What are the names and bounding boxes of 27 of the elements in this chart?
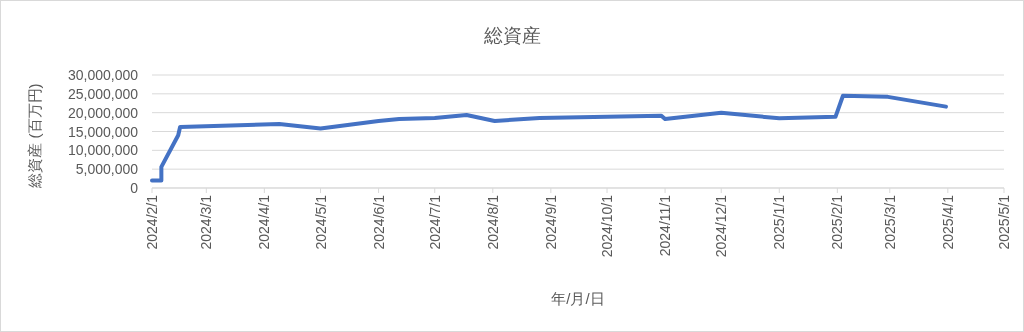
x-tick-label: 2024/3/1 xyxy=(198,194,215,250)
y-axis-title: 総資産 (百万円) xyxy=(26,83,43,189)
x-tick-label: 2024/7/1 xyxy=(426,194,443,250)
x-tick-label: 2025/3/1 xyxy=(881,194,898,250)
x-tick-label: 2025/5/1 xyxy=(996,194,1012,250)
x-tick-label: 2024/5/1 xyxy=(312,194,329,250)
x-tick-label: 2024/6/1 xyxy=(370,194,387,250)
x-tick-label: 2024/2/1 xyxy=(144,194,160,250)
y-tick-label: 5,000,000 xyxy=(75,161,139,178)
x-tick-label: 2024/4/1 xyxy=(256,194,273,250)
x-tick-label: 2025/4/1 xyxy=(939,194,956,250)
y-tick-label: 0 xyxy=(130,180,139,196)
x-tick-label: 2025/2/1 xyxy=(829,194,846,250)
x-tick-label: 2024/11/1 xyxy=(657,194,674,257)
x-tick-label: 2024/10/1 xyxy=(599,194,616,258)
y-tick-label: 10,000,000 xyxy=(67,142,139,159)
y-tick-label: 15,000,000 xyxy=(67,123,139,140)
y-tick-label: 20,000,000 xyxy=(67,104,139,121)
line-series xyxy=(150,93,948,183)
y-tick-label: 25,000,000 xyxy=(67,85,139,102)
x-axis-title: 年/月/日 xyxy=(551,290,605,307)
x-tick-label: 2024/8/1 xyxy=(484,194,501,250)
x-tick-label: 2024/9/1 xyxy=(542,194,559,250)
x-tick-label: 2025/1/1 xyxy=(771,194,788,250)
x-tick-label: 2024/12/1 xyxy=(713,194,730,258)
chart-title: 総資産 xyxy=(482,25,541,46)
y-tick-label: 30,000,000 xyxy=(67,67,139,83)
